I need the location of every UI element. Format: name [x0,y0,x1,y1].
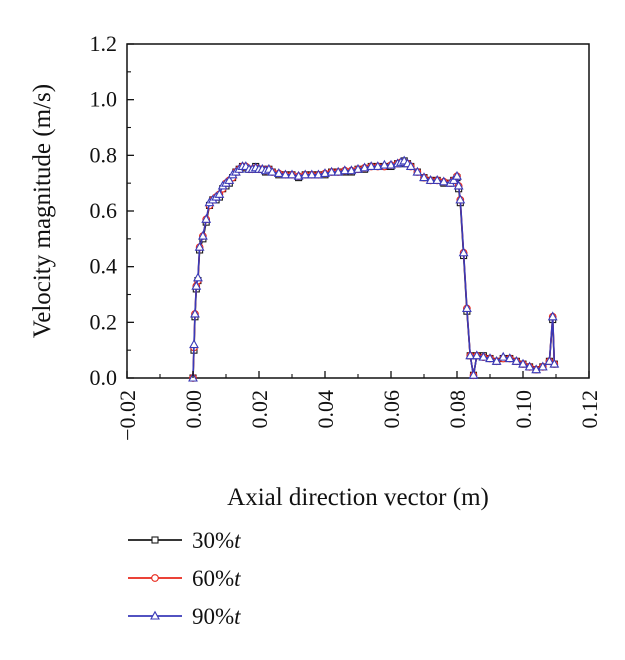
series-2 [189,157,558,381]
legend-label-main: 60% [192,566,234,591]
x-axis-title: Axial direction vector (m) [227,484,489,511]
legend-label-italic: t [234,604,241,629]
plot-area [127,44,589,381]
y-tick-label: 0.6 [90,198,118,223]
y-tick-label: 1.2 [90,31,118,56]
legend-label-italic: t [234,528,241,553]
legend-label-main: 30% [192,528,234,553]
y-tick-label: 0.2 [90,309,118,334]
series-layer [189,157,558,382]
x-tick-label: 0.02 [247,390,272,429]
x-axis: −0.02 0.00 0.02 0.04 0.06 0.08 0.10 0.12 [115,371,602,441]
axes-frame [127,44,589,378]
y-tick-label: 0.4 [90,254,118,279]
legend: 30%t60%t90%t [128,528,241,629]
y-axis-title: Velocity magnitude (m/s) [29,84,56,338]
series-1 [190,159,558,381]
series-line [193,161,554,378]
legend-label: 90%t [192,604,241,629]
legend-label-italic: t [234,566,241,591]
legend-label: 60%t [192,566,241,591]
x-tick-label: 0.12 [577,390,602,429]
legend-item: 30%t [128,528,241,553]
x-tick-label: 0.00 [181,390,206,429]
series-line [193,162,554,378]
series-line [193,161,554,378]
legend-item: 90%t [128,604,241,629]
x-tick-label: −0.02 [115,390,140,441]
x-tick-label: 0.08 [445,390,470,429]
x-tick-label: 0.04 [313,390,338,429]
legend-label: 30%t [192,528,241,553]
series-0 [190,158,557,381]
y-tick-label: 0.0 [90,365,118,390]
data-point [190,340,198,347]
y-tick-label: 0.8 [90,142,118,167]
legend-label-main: 90% [192,604,234,629]
legend-marker [152,537,158,543]
x-tick-label: 0.06 [379,390,404,429]
legend-marker [152,575,159,582]
x-tick-label: 0.10 [511,390,536,429]
legend-item: 60%t [128,566,241,591]
y-tick-label: 1.0 [90,87,118,112]
